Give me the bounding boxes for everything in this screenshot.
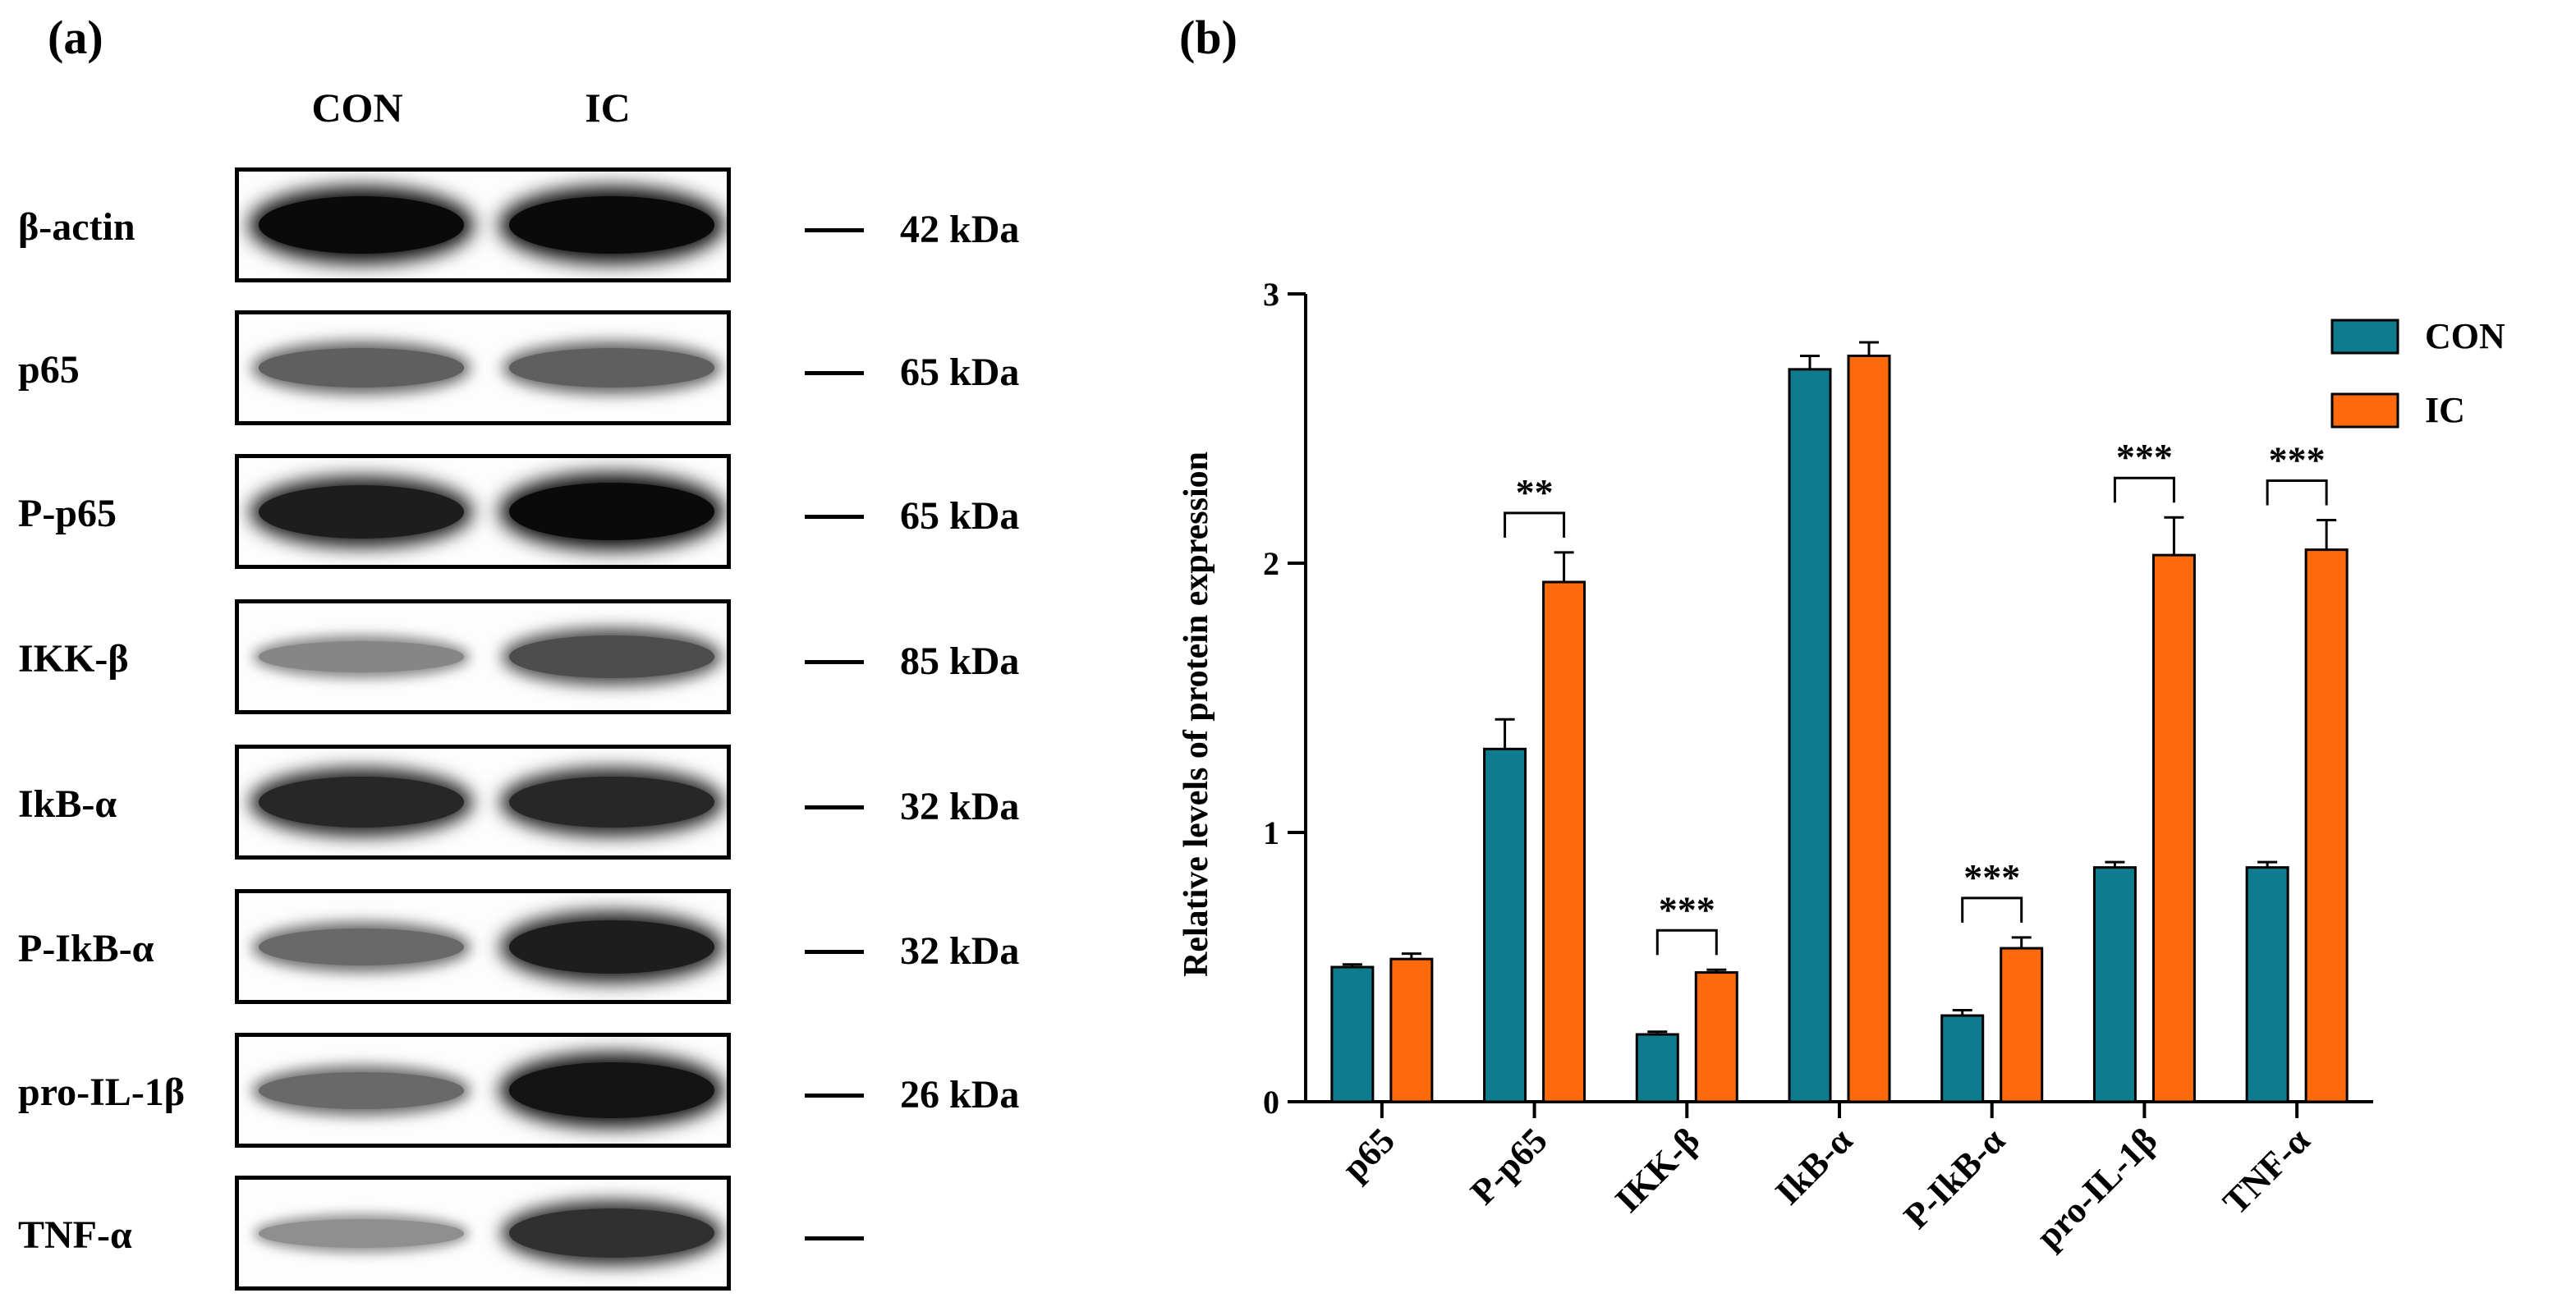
protein-label: p65 [18, 348, 80, 392]
y-tick-label: 3 [1263, 276, 1279, 313]
blot-band [259, 1071, 464, 1109]
kda-label: 32 kDa [900, 785, 1020, 828]
significance-label: *** [2116, 436, 2173, 478]
blot-band [509, 776, 714, 828]
y-tick-label: 2 [1263, 545, 1279, 582]
protein-label: P-IkB-α [18, 927, 154, 970]
significance-bracket [2113, 476, 2175, 503]
marker-dash [805, 805, 864, 809]
marker-dash [805, 950, 864, 954]
marker-dash [805, 371, 864, 375]
significance-bracket [1655, 929, 1718, 956]
kda-label: 85 kDa [900, 640, 1020, 683]
blot-band [259, 348, 464, 387]
blot-band [259, 641, 464, 672]
bar-ic [1389, 957, 1434, 1103]
significance-label: *** [1963, 856, 2020, 898]
blot-strip [235, 1176, 731, 1291]
legend-swatch-con [2330, 319, 2399, 355]
legend-label-ic: IC [2425, 390, 2465, 430]
bar-con [1483, 747, 1527, 1103]
panel-b-label: (b) [1179, 11, 1237, 64]
blot-strip [235, 745, 731, 860]
x-tick-label: P-IkB-α [1896, 1120, 2013, 1236]
blot-band [259, 776, 464, 828]
lane-label-con: CON [311, 85, 403, 131]
blot-band [259, 1218, 464, 1248]
blot-band [509, 196, 714, 254]
panel-a-label: (a) [48, 11, 103, 64]
bar-ic [2304, 548, 2349, 1103]
marker-dash [805, 660, 864, 664]
marker-dash [805, 1236, 864, 1240]
protein-label: IKK-β [18, 637, 129, 681]
blot-band [509, 483, 714, 540]
significance-bracket [2266, 479, 2328, 506]
bar-con [1940, 1014, 1985, 1103]
bar-chart: 0 1 2 3 Relative levels of protein expressio… [1178, 276, 2505, 1257]
legend-label-con: CON [2425, 316, 2505, 356]
bar-con [1635, 1033, 1679, 1103]
protein-label: pro-IL-1β [18, 1071, 186, 1114]
x-tick-label: pro-IL-1β [2028, 1120, 2165, 1256]
bar-ic [2151, 553, 2196, 1103]
blot-band [259, 196, 464, 254]
significance-label: *** [1659, 888, 1715, 930]
significance-bracket [1504, 511, 1566, 538]
blot-strip [235, 599, 731, 714]
marker-dash [805, 515, 864, 519]
significance-bracket [1961, 896, 2023, 923]
bar-con [2092, 866, 2137, 1103]
blot-band [509, 348, 714, 387]
kda-label: 42 kDa [900, 208, 1020, 251]
kda-label: 65 kDa [900, 351, 1020, 394]
x-tick-label: P-p65 [1462, 1120, 1554, 1212]
blot-band [509, 635, 714, 679]
bar-ic [1847, 354, 1891, 1103]
x-tick-label: IKK-β [1607, 1120, 1707, 1220]
kda-label: 26 kDa [900, 1073, 1020, 1117]
y-tick-label: 0 [1263, 1084, 1279, 1121]
kda-label: 65 kDa [900, 494, 1020, 538]
blot-strip [235, 167, 731, 282]
blot-strip [235, 454, 731, 569]
y-axis-label: Relative levels of protein expression [1178, 452, 1215, 977]
protein-label: P-p65 [18, 492, 117, 535]
bar-ic [1542, 580, 1586, 1103]
bar-con [1330, 965, 1375, 1103]
kda-label: 32 kDa [900, 929, 1020, 973]
blot-band [259, 484, 464, 539]
marker-dash [805, 1094, 864, 1098]
significance-label: ** [1516, 471, 1554, 513]
y-tick-label: 1 [1263, 814, 1279, 851]
blot-band [509, 1062, 714, 1118]
x-tick-label: IkB-α [1768, 1120, 1861, 1213]
marker-dash [805, 228, 864, 232]
blot-strip [235, 310, 731, 425]
legend-swatch-ic [2330, 392, 2399, 429]
significance-label: *** [2269, 439, 2326, 481]
protein-label: IkB-α [18, 782, 117, 826]
protein-label: TNF-α [18, 1213, 132, 1257]
blot-band [259, 928, 464, 965]
bar-ic [1694, 971, 1738, 1103]
lane-label-ic: IC [585, 85, 631, 131]
blot-band [509, 919, 714, 974]
x-tick-label: p65 [1334, 1120, 1403, 1188]
blot-strip [235, 889, 731, 1004]
blot-strip [235, 1033, 731, 1148]
bar-con [2245, 866, 2289, 1103]
x-tick-label: TNF-α [2216, 1120, 2318, 1222]
protein-label: β-actin [18, 205, 135, 249]
bar-con [1788, 368, 1832, 1103]
bar-ic [2000, 947, 2044, 1103]
blot-band [509, 1208, 714, 1258]
